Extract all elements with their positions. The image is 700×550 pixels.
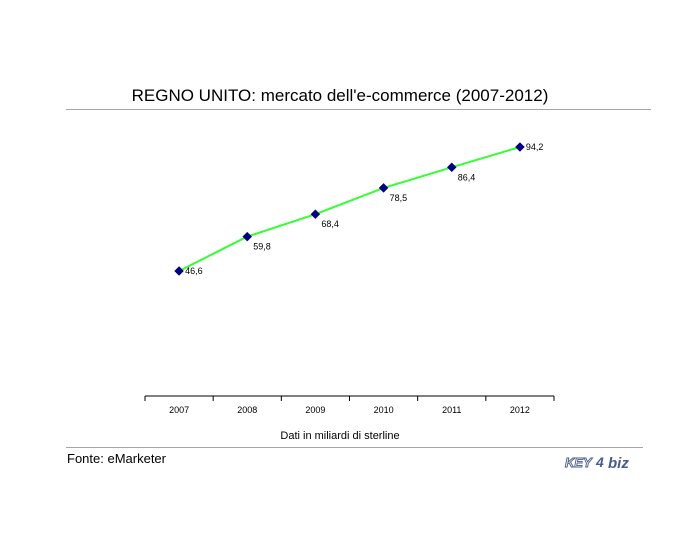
x-tick-label: 2007 bbox=[169, 405, 189, 415]
data-point-marker bbox=[515, 142, 525, 152]
data-point-marker bbox=[310, 209, 321, 220]
chart-title: REGNO UNITO: mercato dell'e-commerce (20… bbox=[131, 86, 549, 105]
data-label: 46,6 bbox=[185, 266, 203, 276]
chart-subtitle: Dati in miliardi di sterline bbox=[280, 430, 400, 442]
logo-text-key: KEY bbox=[565, 455, 593, 470]
data-label: 78,5 bbox=[390, 193, 408, 203]
source-note: Fonte: eMarketer bbox=[67, 451, 166, 466]
data-label: 59,8 bbox=[253, 242, 271, 252]
logo-text-4: 4 bbox=[595, 454, 604, 470]
data-label: 94,2 bbox=[526, 142, 544, 152]
data-label: 86,4 bbox=[458, 172, 476, 182]
x-tick-label: 2009 bbox=[305, 405, 325, 415]
data-label: 68,4 bbox=[321, 219, 339, 229]
series-line bbox=[178, 146, 521, 272]
bottom-divider bbox=[66, 447, 643, 448]
x-tick-label: 2012 bbox=[510, 405, 530, 415]
x-tick-label: 2010 bbox=[374, 405, 394, 415]
x-tick-label: 2011 bbox=[442, 405, 461, 415]
logo-text-biz: biz bbox=[608, 455, 629, 471]
data-point-marker bbox=[174, 266, 184, 276]
top-divider bbox=[66, 109, 651, 110]
x-tick-label: 2008 bbox=[237, 405, 257, 415]
key4biz-logo: KEY 4 biz bbox=[565, 454, 630, 471]
data-point-marker bbox=[446, 162, 457, 173]
data-point-marker bbox=[242, 231, 253, 242]
data-point-marker bbox=[378, 183, 389, 193]
